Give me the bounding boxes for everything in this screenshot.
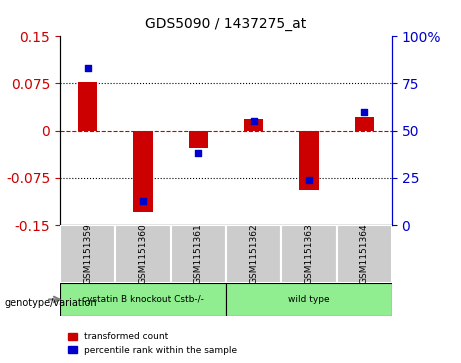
- Text: GSM1151362: GSM1151362: [249, 224, 258, 285]
- FancyBboxPatch shape: [226, 225, 281, 283]
- Text: GSM1151360: GSM1151360: [138, 224, 148, 285]
- Text: wild type: wild type: [288, 295, 330, 304]
- Text: cystatin B knockout Cstb-/-: cystatin B knockout Cstb-/-: [82, 295, 204, 304]
- Text: GSM1151361: GSM1151361: [194, 224, 203, 285]
- Bar: [78, 82, 97, 131]
- Point: [361, 109, 368, 115]
- Point: [84, 65, 91, 71]
- FancyBboxPatch shape: [60, 225, 115, 283]
- Bar: [355, 117, 374, 131]
- Text: GSM1151364: GSM1151364: [360, 224, 369, 285]
- FancyBboxPatch shape: [337, 225, 392, 283]
- Bar: [133, 131, 153, 212]
- Bar: [189, 131, 208, 148]
- Text: genotype/variation: genotype/variation: [5, 298, 97, 308]
- Legend: transformed count, percentile rank within the sample: transformed count, percentile rank withi…: [65, 329, 241, 359]
- FancyBboxPatch shape: [171, 225, 226, 283]
- Point: [139, 197, 147, 203]
- Point: [195, 150, 202, 156]
- FancyBboxPatch shape: [226, 283, 392, 316]
- FancyBboxPatch shape: [60, 283, 226, 316]
- Text: GSM1151363: GSM1151363: [304, 224, 313, 285]
- FancyBboxPatch shape: [115, 225, 171, 283]
- Point: [250, 118, 257, 124]
- FancyBboxPatch shape: [281, 225, 337, 283]
- Bar: [299, 131, 319, 191]
- Text: GSM1151359: GSM1151359: [83, 224, 92, 285]
- Bar: [244, 119, 263, 131]
- Title: GDS5090 / 1437275_at: GDS5090 / 1437275_at: [145, 17, 307, 31]
- Point: [305, 177, 313, 183]
